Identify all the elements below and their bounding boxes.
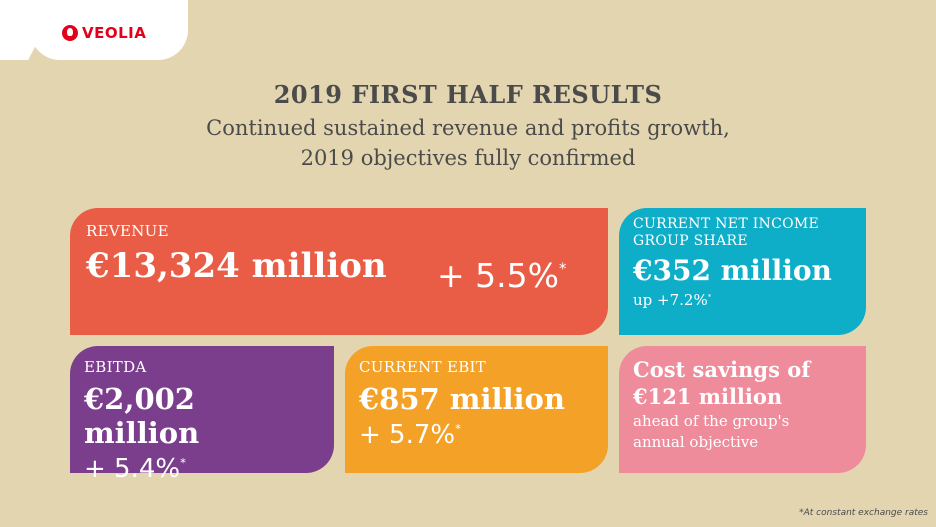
cost-savings-card: Cost savings of €121 million ahead of th… [619, 346, 866, 473]
header: 2019 FIRST HALF RESULTS Continued sustai… [0, 80, 936, 173]
page-title: 2019 FIRST HALF RESULTS [273, 80, 663, 109]
net-income-value: €352 million [633, 254, 832, 287]
ebitda-card: EBITDA €2,002 million + 5.4%* [70, 346, 334, 484]
net-income-footnote-mark: * [707, 292, 712, 301]
subtitle-line-1: Continued sustained revenue and profits … [206, 116, 730, 140]
ebitda-value: €2,002 million [84, 382, 200, 450]
savings-sub-line-2: annual objective [633, 433, 759, 451]
savings-value-line-1: Cost savings of [633, 357, 811, 382]
ebit-label: CURRENT EBIT [359, 358, 487, 376]
logo-tab [30, 0, 188, 60]
net-income-label-2: GROUP SHARE [633, 233, 748, 249]
ebitda-growth: + 5.4%* [84, 454, 320, 484]
logo-text: VEOLIA [82, 24, 147, 42]
savings-sub-line-1: ahead of the group's [633, 412, 790, 430]
revenue-value: €13,324 million [86, 246, 387, 286]
veolia-logo: VEOLIA [62, 24, 146, 42]
subtitle-line-2: 2019 objectives fully confirmed [300, 146, 636, 170]
veolia-drop-icon [62, 25, 78, 41]
ebit-value: €857 million [359, 382, 565, 416]
ebitda-growth-text: + 5.4% [84, 454, 181, 484]
ebitda-footnote-mark: * [180, 455, 186, 470]
revenue-card: REVENUE €13,324 million + 5.5%* [70, 208, 608, 335]
net-income-label-1: CURRENT NET INCOME [633, 216, 820, 232]
savings-value-line-2: €121 million [633, 384, 783, 409]
net-income-card: CURRENT NET INCOME GROUP SHARE €352 mill… [619, 208, 866, 335]
ebit-growth: + 5.7%* [359, 420, 594, 450]
ebit-growth-text: + 5.7% [359, 420, 456, 450]
net-income-growth-text: up +7.2% [633, 291, 708, 309]
net-income-growth: up +7.2%* [633, 291, 852, 309]
footnote: *At constant exchange rates [799, 508, 928, 518]
ebitda-label: EBITDA [84, 358, 147, 376]
revenue-footnote-mark: * [558, 259, 567, 278]
ebit-footnote-mark: * [455, 421, 461, 436]
revenue-label: REVENUE [86, 222, 169, 240]
revenue-growth-text: + 5.5% [437, 256, 559, 295]
ebit-card: CURRENT EBIT €857 million + 5.7%* [345, 346, 608, 473]
revenue-growth: + 5.5%* [437, 256, 566, 295]
